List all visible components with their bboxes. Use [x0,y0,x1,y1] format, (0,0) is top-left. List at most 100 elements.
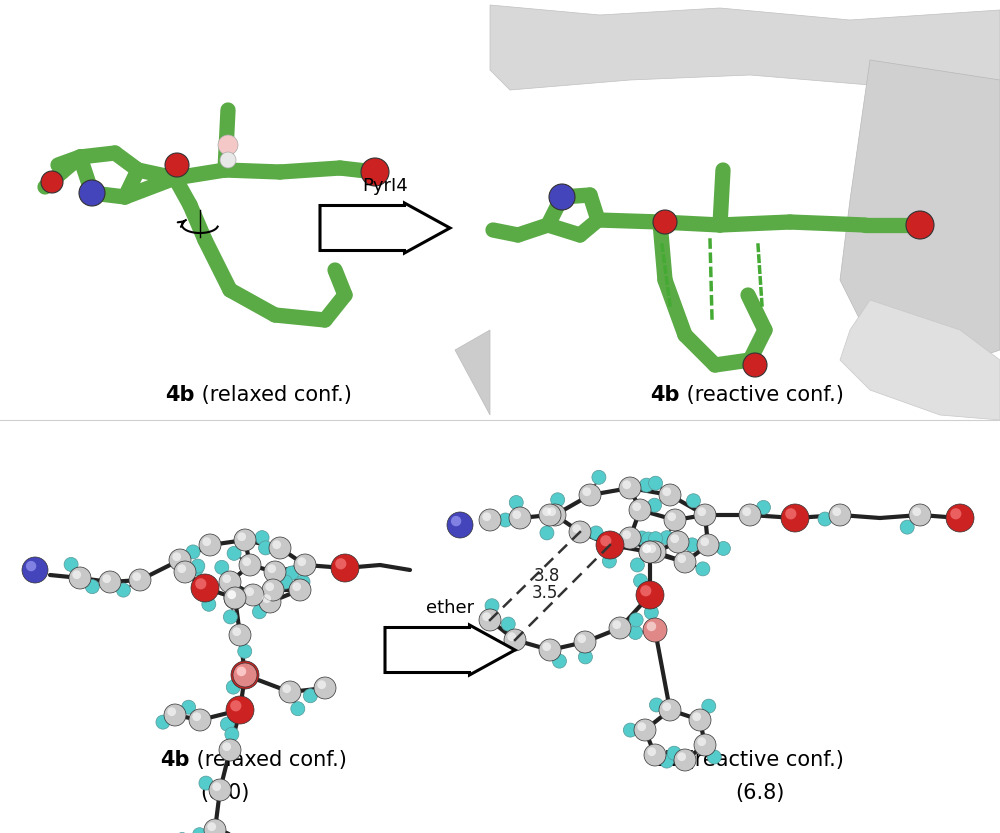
Circle shape [225,727,239,741]
Circle shape [238,644,252,658]
Circle shape [696,562,710,576]
Circle shape [222,574,231,583]
Circle shape [212,782,221,791]
Circle shape [167,707,176,716]
Circle shape [172,552,181,561]
Circle shape [742,507,751,516]
Circle shape [79,180,105,206]
Circle shape [592,471,606,484]
Circle shape [667,746,681,761]
Text: (relaxed conf.): (relaxed conf.) [190,750,347,770]
Circle shape [641,532,655,546]
Circle shape [270,582,284,596]
Circle shape [231,661,259,689]
Text: 4b: 4b [650,385,680,405]
Circle shape [674,551,696,573]
Circle shape [509,496,523,510]
Circle shape [542,642,551,651]
Circle shape [569,521,591,543]
Circle shape [644,619,666,641]
Circle shape [245,587,254,596]
Circle shape [482,512,491,521]
Circle shape [639,584,661,606]
Circle shape [552,654,566,668]
Circle shape [507,632,516,641]
Polygon shape [490,5,1000,95]
Circle shape [628,626,642,640]
Circle shape [909,504,931,526]
Circle shape [191,559,205,573]
Circle shape [224,587,246,609]
Circle shape [547,507,556,516]
Circle shape [194,577,216,599]
Circle shape [829,504,851,526]
Text: 4b: 4b [650,750,680,770]
Circle shape [636,581,664,609]
Circle shape [912,507,921,516]
Circle shape [692,712,701,721]
Circle shape [314,677,336,699]
Circle shape [578,650,592,664]
Circle shape [498,513,512,527]
Circle shape [612,621,621,629]
Circle shape [739,504,761,526]
Circle shape [228,586,242,599]
Circle shape [482,612,491,621]
Circle shape [707,750,721,764]
Circle shape [229,699,251,721]
Circle shape [272,541,281,549]
Circle shape [818,512,832,526]
Circle shape [191,574,219,602]
Circle shape [165,153,189,177]
Circle shape [639,541,661,563]
Circle shape [237,532,246,541]
Circle shape [504,629,526,651]
Circle shape [255,531,269,545]
Polygon shape [320,203,450,253]
Circle shape [600,535,611,546]
Circle shape [269,537,291,559]
Circle shape [262,594,271,603]
Circle shape [226,696,254,724]
Circle shape [632,502,641,511]
Circle shape [579,484,601,506]
Circle shape [294,554,316,576]
Circle shape [291,701,305,716]
Circle shape [335,558,346,570]
Circle shape [186,545,200,559]
Circle shape [785,508,796,520]
Circle shape [637,722,646,731]
Circle shape [647,544,656,553]
Circle shape [574,631,596,653]
Circle shape [619,527,641,549]
Circle shape [702,699,716,713]
Circle shape [660,754,674,768]
Circle shape [609,617,631,639]
Circle shape [622,481,631,489]
Circle shape [232,627,241,636]
Circle shape [219,571,241,593]
Circle shape [629,499,651,521]
Text: 4b: 4b [160,750,190,770]
Circle shape [619,477,641,499]
Circle shape [906,211,934,239]
Circle shape [667,531,689,553]
Circle shape [279,681,301,703]
Circle shape [644,541,666,563]
Circle shape [685,538,699,552]
Circle shape [289,579,311,601]
Circle shape [199,534,221,556]
Circle shape [743,353,767,377]
Circle shape [239,554,261,576]
Circle shape [226,680,240,694]
Circle shape [599,534,621,556]
Circle shape [634,719,656,741]
Circle shape [659,484,681,506]
Text: (reactive conf.): (reactive conf.) [680,750,844,770]
Circle shape [659,699,681,721]
Text: 3.8: 3.8 [534,567,560,585]
Circle shape [447,512,473,538]
Circle shape [264,561,286,583]
Text: 4b: 4b [166,385,195,405]
Circle shape [630,558,644,572]
